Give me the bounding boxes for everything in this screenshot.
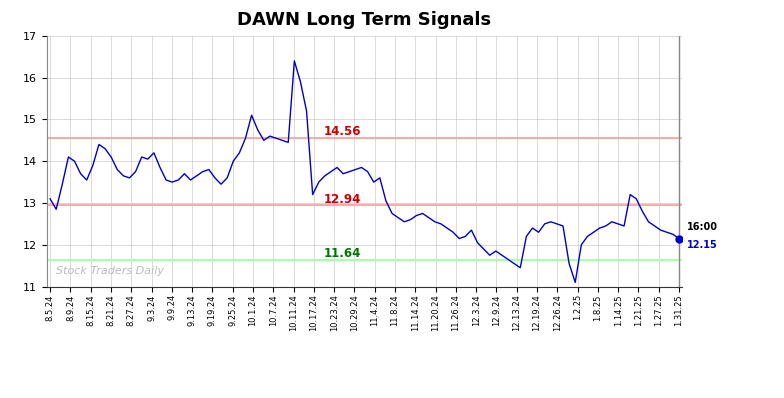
Title: DAWN Long Term Signals: DAWN Long Term Signals	[238, 11, 492, 29]
Text: 11.64: 11.64	[324, 247, 361, 260]
Text: 12.15: 12.15	[688, 240, 718, 250]
Text: 14.56: 14.56	[324, 125, 361, 138]
Text: 16:00: 16:00	[688, 222, 718, 232]
Text: 12.94: 12.94	[324, 193, 361, 205]
Text: Stock Traders Daily: Stock Traders Daily	[56, 266, 164, 276]
